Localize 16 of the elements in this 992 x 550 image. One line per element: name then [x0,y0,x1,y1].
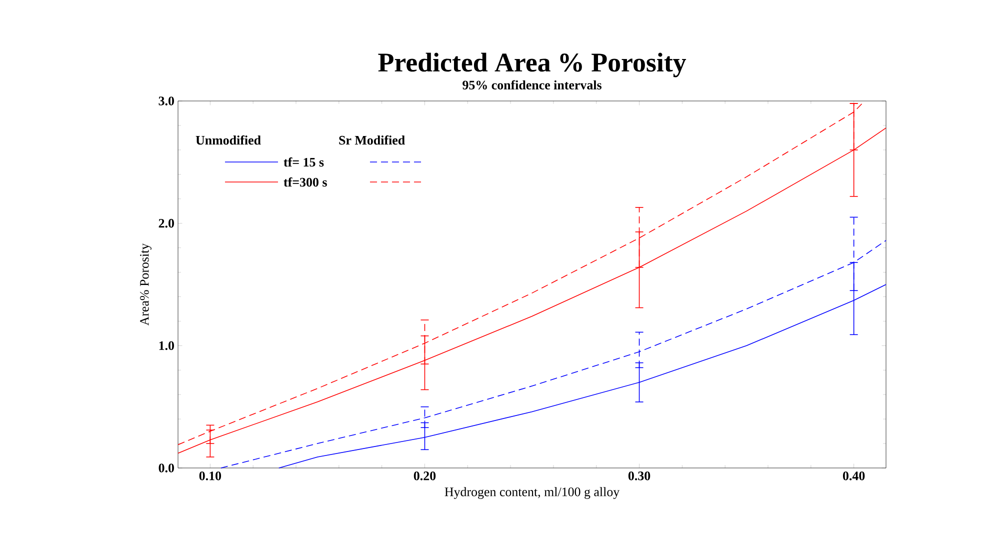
x-tick-label: 0.30 [628,472,650,480]
x-tick-label: 0.10 [199,472,222,480]
y-axis-title: Area% Porosity [140,243,152,326]
legend-label: tf= 15 s [284,157,324,167]
y-tick-label: 0.0 [158,464,174,472]
y-tick-label: 3.0 [158,96,174,106]
chart-title: Predicted Area % Porosity [378,52,686,78]
chart-subtitle: 95% confidence intervals [462,80,602,90]
annotation: Unmodified [196,135,261,145]
legend-label: tf=300 s [284,177,327,187]
x-axis-title: Hydrogen content, ml/100 g alloy [444,487,620,499]
y-tick-label: 2.0 [158,218,174,228]
x-tick-label: 0.20 [414,472,436,480]
y-tick-label: 1.0 [159,341,174,350]
annotation: Sr Modified [339,135,405,145]
x-tick-label: 0.40 [842,472,865,480]
